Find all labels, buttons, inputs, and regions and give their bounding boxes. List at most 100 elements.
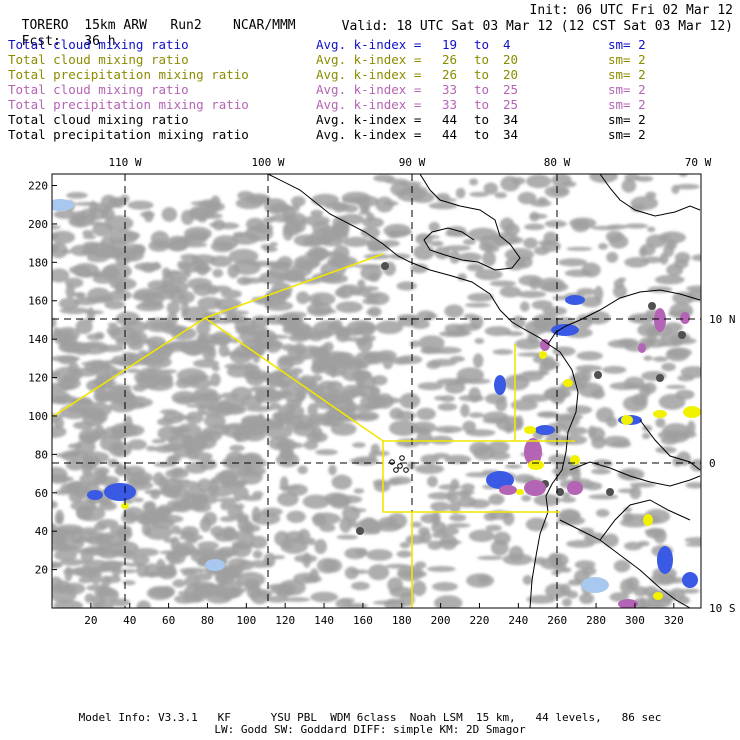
cloud-cell bbox=[281, 411, 293, 418]
cloud-cell bbox=[578, 527, 595, 535]
cloud-cell bbox=[362, 293, 382, 299]
cloud-cell bbox=[659, 252, 669, 265]
cloud-cell bbox=[131, 397, 153, 407]
cloud-cell bbox=[263, 390, 289, 400]
cloud-cell bbox=[376, 350, 397, 362]
yellow-blob bbox=[524, 426, 536, 434]
cloud-cell bbox=[465, 429, 496, 437]
cloud-cell bbox=[206, 484, 235, 497]
cloud-cell bbox=[237, 190, 254, 201]
cloud-cell bbox=[207, 284, 219, 295]
cloud-cell bbox=[564, 426, 588, 436]
cloud-cell bbox=[174, 395, 201, 403]
kindex-color-field bbox=[52, 199, 701, 608]
kindex-to: 34 bbox=[503, 112, 519, 127]
cloud-cell bbox=[426, 565, 456, 573]
island bbox=[393, 467, 399, 473]
cloud-cell bbox=[684, 537, 701, 543]
y-tick-label: 120 bbox=[28, 372, 48, 385]
purple-blob bbox=[567, 481, 583, 495]
cloud-cell bbox=[644, 528, 666, 535]
cloud-cell bbox=[212, 268, 224, 278]
cloud-cell bbox=[407, 461, 416, 470]
longitude-label: 80 W bbox=[544, 156, 571, 169]
cloud-cell bbox=[295, 390, 305, 403]
cloud-cell bbox=[482, 246, 500, 253]
cloud-cell bbox=[613, 279, 625, 289]
cloud-cell bbox=[397, 314, 420, 321]
coastline-segment bbox=[529, 343, 579, 608]
cloud-cell bbox=[330, 422, 357, 436]
cloud-cell bbox=[446, 523, 471, 528]
cloud-cell bbox=[685, 482, 701, 489]
yellow-blob bbox=[516, 489, 524, 495]
cloud-cell bbox=[52, 500, 58, 509]
cloud-cell bbox=[54, 489, 70, 495]
cloud-cell bbox=[123, 552, 138, 560]
cloud-cell bbox=[420, 513, 441, 524]
cloud-cell bbox=[522, 575, 533, 585]
cloud-cell bbox=[458, 252, 482, 263]
cloud-cell bbox=[75, 318, 93, 335]
cloud-cell bbox=[250, 195, 271, 203]
cloud-cell bbox=[139, 359, 165, 365]
cloud-cell bbox=[225, 462, 253, 470]
cloud-cell bbox=[127, 439, 147, 451]
kindex-to: 25 bbox=[503, 97, 519, 112]
island bbox=[403, 467, 409, 473]
cloud-cell bbox=[225, 311, 237, 323]
cloud-cell bbox=[643, 355, 653, 361]
cloud-cell bbox=[499, 286, 522, 298]
cloud-cell bbox=[144, 563, 160, 578]
cloud-cell bbox=[239, 525, 252, 532]
cloud-cell bbox=[132, 291, 160, 302]
cloud-cell bbox=[104, 561, 129, 566]
cloud-cell bbox=[556, 415, 580, 428]
cloud-cell bbox=[427, 476, 438, 488]
cloud-cell bbox=[613, 559, 631, 573]
kindex-label: Avg. k-index = bbox=[316, 82, 422, 97]
yellow-blob bbox=[563, 379, 573, 387]
cloud-cell bbox=[65, 481, 85, 494]
cloud-cell bbox=[241, 414, 267, 427]
cloud-cell bbox=[617, 488, 637, 494]
cloud-cell bbox=[165, 340, 190, 352]
cloud-cell bbox=[297, 528, 311, 545]
cloud-cell bbox=[244, 362, 256, 375]
cloud-cell bbox=[160, 280, 189, 294]
cloud-cell bbox=[460, 483, 475, 492]
cloud-cell bbox=[109, 400, 136, 413]
cloud-cell bbox=[335, 301, 363, 313]
cloud-cell bbox=[279, 356, 305, 366]
cloud-cell bbox=[335, 330, 351, 343]
cloud-cell bbox=[125, 332, 142, 347]
cloud-cell bbox=[241, 277, 265, 284]
cloud-cell bbox=[624, 376, 645, 389]
cloud-cell bbox=[462, 420, 477, 433]
cloud-cell bbox=[429, 435, 454, 445]
cloud-cell bbox=[420, 454, 439, 465]
cloud-cell bbox=[523, 237, 538, 249]
valid-time: Valid: 18 UTC Sat 03 Mar 12 (12 CST Sat … bbox=[341, 19, 733, 34]
kindex-label: Avg. k-index = bbox=[316, 97, 422, 112]
cloud-cell bbox=[655, 418, 666, 428]
cloud-cell bbox=[511, 315, 526, 329]
cloud-cell bbox=[79, 572, 99, 578]
cloud-cell bbox=[469, 441, 491, 456]
purple-blob bbox=[499, 485, 517, 495]
x-tick-label: 160 bbox=[353, 614, 373, 627]
blue-blob bbox=[551, 324, 579, 336]
cloud-cell bbox=[628, 313, 656, 324]
cloud-cell bbox=[620, 578, 636, 595]
cloud-cell bbox=[150, 489, 161, 500]
island bbox=[397, 463, 403, 469]
kindex-label: Avg. k-index = bbox=[316, 67, 422, 82]
cloud-cell bbox=[216, 497, 241, 503]
cloud-cell bbox=[449, 514, 467, 522]
cloud-cell bbox=[52, 527, 76, 540]
cloud-cell bbox=[213, 591, 237, 597]
x-tick-label: 200 bbox=[431, 614, 451, 627]
cloud-cell bbox=[641, 432, 651, 439]
cloud-cell bbox=[658, 393, 686, 410]
coastline-segment bbox=[423, 227, 475, 256]
